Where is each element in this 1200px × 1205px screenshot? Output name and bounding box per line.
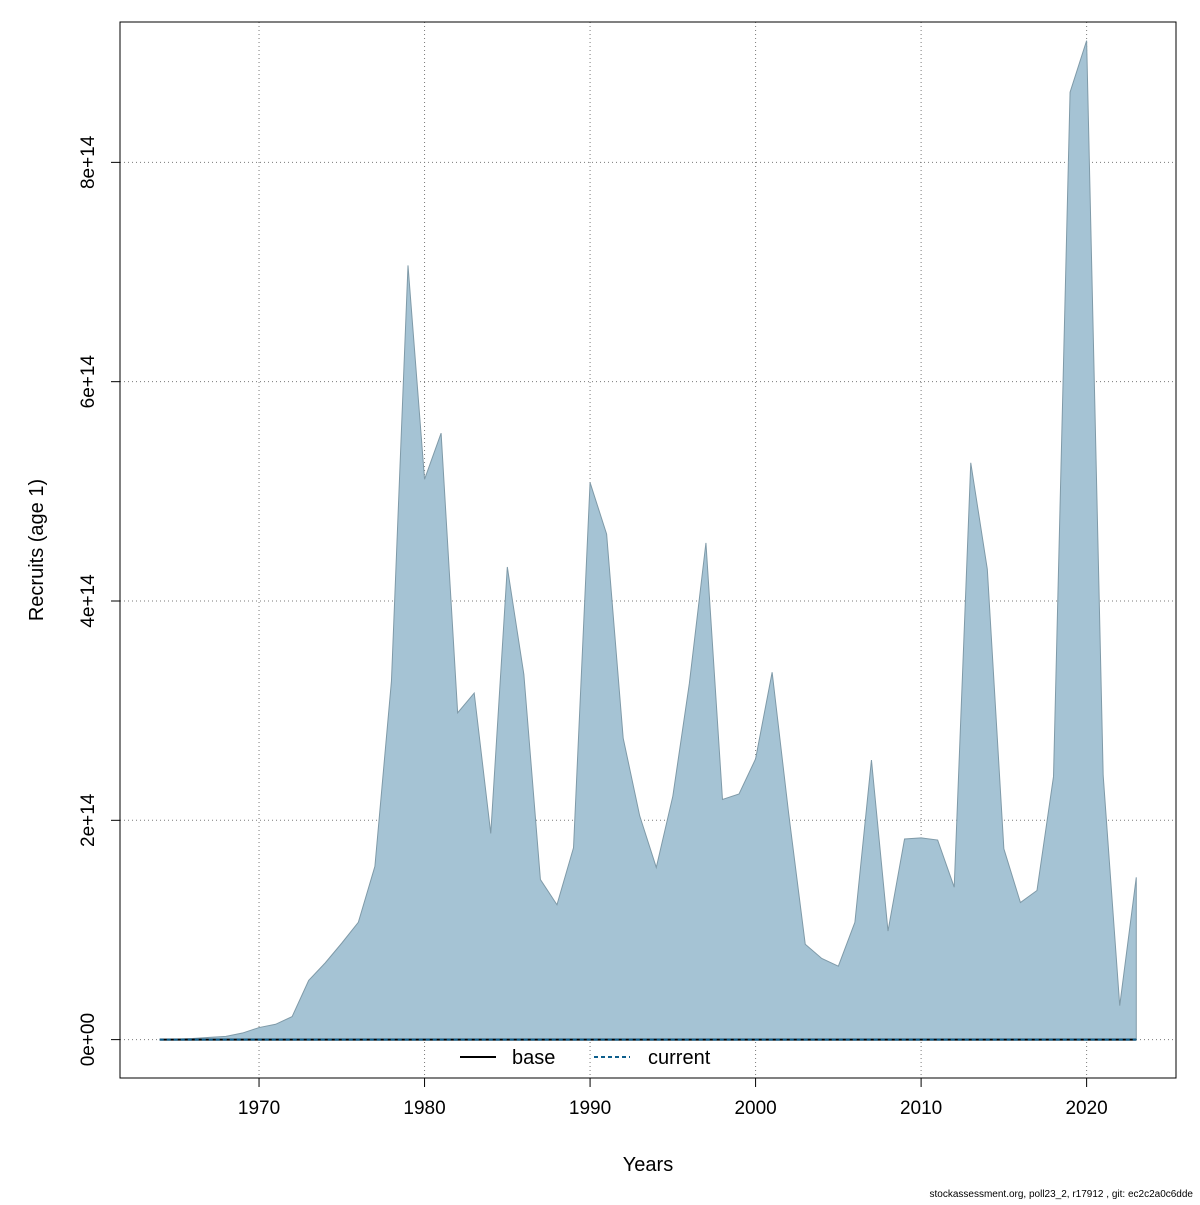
legend-label-current: current: [648, 1047, 711, 1069]
y-tick-label: 2e+14: [78, 793, 99, 847]
x-tick-label: 1990: [569, 1098, 611, 1119]
recruits-area-fill: [159, 40, 1137, 1041]
legend-label-base: base: [512, 1047, 555, 1069]
plot-frame: [119, 21, 1177, 1079]
x-tick-label: 1980: [403, 1098, 445, 1119]
y-tick-label: 8e+14: [78, 135, 99, 189]
legend: base current: [460, 1047, 711, 1069]
x-tick-label: 2010: [900, 1098, 942, 1119]
x-axis-title: Years: [623, 1154, 673, 1176]
y-axis: 0e+00 2e+14 4e+14 6e+14 8e+14: [78, 135, 120, 1066]
y-tick-label: 0e+00: [78, 1013, 99, 1066]
footer-credit: stockassessment.org, poll23_2, r17912 , …: [930, 1189, 1194, 1200]
x-tick-label: 2020: [1065, 1098, 1107, 1119]
y-axis-title: Recruits (age 1): [26, 479, 48, 621]
x-axis: 1970 1980 1990 2000 2010 2020: [238, 1078, 1108, 1119]
recruits-area: [159, 40, 1137, 1041]
x-tick-label: 2000: [734, 1098, 776, 1119]
x-tick-label: 1970: [238, 1098, 280, 1119]
y-tick-label: 4e+14: [78, 574, 99, 628]
y-tick-label: 6e+14: [78, 355, 99, 409]
